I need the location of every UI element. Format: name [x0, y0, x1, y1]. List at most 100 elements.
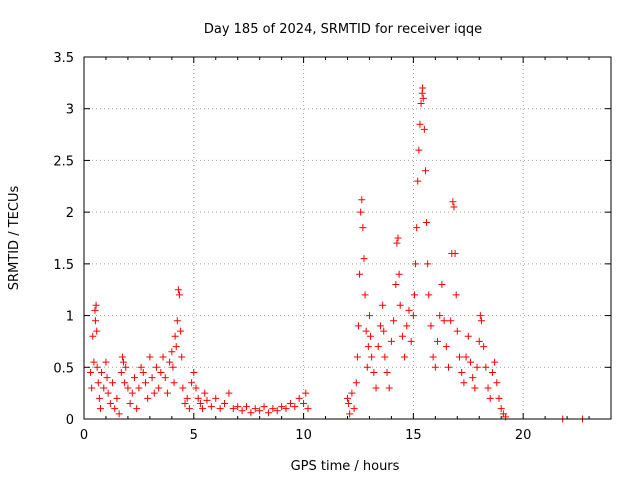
data-point: [121, 379, 129, 387]
data-point: [410, 291, 418, 299]
data-point: [419, 84, 427, 92]
data-point: [469, 374, 477, 382]
data-point: [135, 384, 143, 392]
data-point: [157, 368, 165, 376]
data-point: [419, 94, 427, 102]
data-point: [392, 281, 400, 289]
data-point: [146, 353, 154, 361]
data-point: [476, 312, 484, 320]
data-point: [92, 301, 100, 309]
data-point: [350, 405, 358, 413]
data-point: [431, 363, 439, 371]
data-point: [291, 403, 299, 411]
data-point: [199, 405, 207, 413]
data-point: [401, 353, 409, 361]
data-point: [455, 353, 463, 361]
y-tick-label: 0.5: [53, 361, 74, 376]
data-point: [100, 384, 108, 392]
data-point: [416, 120, 424, 128]
data-point: [247, 409, 255, 417]
data-point: [348, 389, 356, 397]
data-point: [188, 379, 196, 387]
data-point: [106, 399, 114, 407]
data-point: [282, 405, 290, 413]
x-tick-label: 5: [190, 428, 198, 443]
data-point: [295, 394, 303, 402]
data-point: [344, 394, 351, 402]
data-point: [466, 358, 474, 366]
data-point: [372, 384, 380, 392]
data-point: [194, 394, 202, 402]
data-point: [102, 358, 110, 366]
data-point: [126, 399, 134, 407]
data-point: [356, 270, 364, 278]
data-point: [89, 332, 97, 340]
data-point: [104, 389, 112, 397]
x-axis-label: GPS time / hours: [291, 459, 400, 474]
data-point: [225, 389, 233, 397]
data-point: [395, 270, 403, 278]
data-point: [368, 353, 376, 361]
data-point: [273, 407, 281, 415]
x-tick-label: 0: [80, 428, 88, 443]
data-point: [286, 399, 294, 407]
data-point: [90, 358, 98, 366]
data-point: [445, 363, 453, 371]
data-point: [155, 384, 163, 392]
data-point: [427, 322, 435, 330]
y-axis-label: SRMTID / TECUs: [7, 186, 22, 291]
data-point: [150, 389, 158, 397]
data-point: [117, 368, 125, 376]
data-point: [405, 306, 413, 314]
data-point: [385, 384, 393, 392]
data-point: [421, 167, 429, 175]
data-point: [103, 374, 111, 382]
data-point: [363, 363, 371, 371]
data-point: [452, 291, 460, 299]
data-point: [128, 389, 136, 397]
data-point: [234, 403, 242, 411]
data-point: [190, 368, 198, 376]
data-point: [137, 363, 145, 371]
data-point: [440, 317, 448, 325]
data-point: [264, 409, 272, 417]
data-point: [196, 399, 204, 407]
data-point: [161, 374, 169, 382]
data-point: [475, 337, 483, 345]
data-point: [424, 260, 432, 268]
data-point: [425, 291, 433, 299]
data-point: [374, 343, 382, 351]
data-point: [407, 337, 415, 345]
data-point: [256, 407, 264, 415]
data-point: [141, 379, 149, 387]
data-point: [379, 301, 387, 309]
data-point: [168, 348, 176, 356]
data-point: [484, 384, 492, 392]
y-tick-label: 1.5: [53, 258, 74, 273]
data-point: [436, 312, 444, 320]
data-point: [480, 343, 488, 351]
data-point: [148, 374, 156, 382]
data-point: [179, 384, 187, 392]
data-point: [398, 332, 406, 340]
data-point: [159, 353, 167, 361]
data-point: [88, 384, 96, 392]
data-point: [216, 405, 224, 413]
data-point: [352, 379, 360, 387]
data-point: [376, 322, 384, 330]
data-point: [278, 403, 286, 411]
data-point: [192, 384, 200, 392]
data-point: [434, 337, 442, 345]
data-point: [354, 322, 362, 330]
data-point: [251, 405, 259, 413]
data-point: [185, 405, 193, 413]
y-tick-label: 2.5: [53, 154, 74, 169]
data-points: [87, 84, 586, 423]
data-point: [482, 363, 490, 371]
data-point: [381, 353, 389, 361]
data-point: [393, 239, 401, 247]
data-point: [423, 218, 431, 226]
data-point: [118, 353, 126, 361]
data-point: [177, 327, 185, 335]
data-point: [359, 224, 367, 232]
